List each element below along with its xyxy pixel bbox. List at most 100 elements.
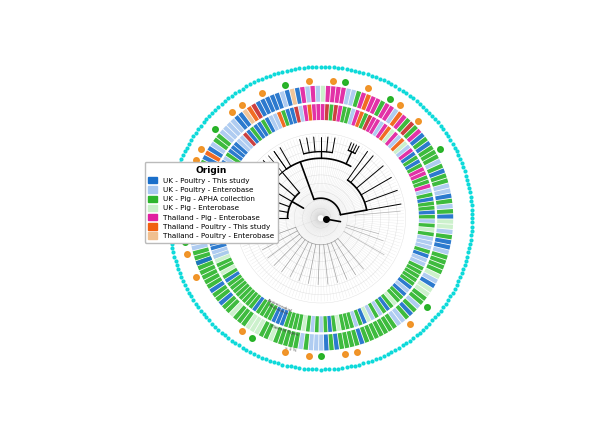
Polygon shape (433, 183, 449, 191)
Polygon shape (208, 197, 224, 203)
Polygon shape (191, 243, 208, 251)
Polygon shape (240, 135, 253, 149)
Polygon shape (210, 142, 226, 154)
Polygon shape (268, 325, 278, 341)
Polygon shape (354, 309, 362, 326)
Polygon shape (432, 178, 448, 187)
Polygon shape (321, 104, 325, 120)
Polygon shape (355, 111, 364, 127)
Polygon shape (284, 90, 293, 106)
Polygon shape (206, 277, 223, 289)
Polygon shape (340, 106, 347, 123)
Polygon shape (338, 333, 344, 349)
Polygon shape (207, 216, 223, 219)
Polygon shape (368, 323, 379, 339)
Polygon shape (424, 268, 440, 279)
Polygon shape (416, 192, 433, 199)
Polygon shape (250, 316, 262, 332)
Polygon shape (190, 234, 206, 240)
Polygon shape (188, 210, 205, 215)
Polygon shape (325, 86, 331, 102)
Polygon shape (437, 224, 453, 229)
Polygon shape (281, 110, 290, 126)
Polygon shape (290, 108, 297, 124)
Polygon shape (288, 312, 296, 328)
Polygon shape (417, 197, 434, 203)
Polygon shape (339, 87, 346, 104)
Polygon shape (413, 250, 429, 258)
Polygon shape (344, 107, 351, 124)
Polygon shape (414, 246, 430, 254)
Polygon shape (419, 223, 435, 228)
Polygon shape (245, 292, 258, 306)
Polygon shape (325, 104, 329, 120)
Polygon shape (435, 194, 452, 200)
Polygon shape (437, 214, 453, 219)
Polygon shape (380, 316, 392, 332)
Polygon shape (351, 330, 359, 346)
Polygon shape (227, 274, 242, 286)
Polygon shape (265, 96, 275, 113)
Polygon shape (339, 314, 346, 330)
Polygon shape (392, 308, 405, 323)
Polygon shape (362, 114, 372, 130)
Polygon shape (297, 314, 304, 330)
Polygon shape (277, 111, 286, 127)
Polygon shape (421, 150, 436, 161)
Polygon shape (226, 152, 241, 164)
Polygon shape (391, 138, 404, 152)
Polygon shape (347, 108, 356, 125)
Polygon shape (283, 330, 291, 346)
Polygon shape (188, 220, 205, 225)
Polygon shape (188, 215, 205, 219)
Polygon shape (213, 250, 229, 259)
Polygon shape (397, 118, 410, 133)
Polygon shape (188, 225, 205, 230)
Polygon shape (233, 305, 247, 320)
Polygon shape (378, 296, 390, 311)
Polygon shape (305, 86, 311, 102)
Polygon shape (278, 328, 287, 345)
Polygon shape (316, 104, 320, 120)
Polygon shape (388, 135, 401, 149)
Polygon shape (209, 281, 225, 293)
Polygon shape (335, 87, 341, 103)
Polygon shape (426, 264, 442, 274)
Polygon shape (324, 334, 329, 350)
Polygon shape (415, 184, 431, 192)
Polygon shape (247, 106, 259, 121)
Polygon shape (233, 280, 247, 293)
Polygon shape (405, 159, 421, 170)
Polygon shape (415, 188, 432, 195)
Polygon shape (213, 137, 229, 150)
Polygon shape (428, 260, 445, 270)
Polygon shape (323, 316, 328, 332)
Polygon shape (225, 271, 240, 283)
Polygon shape (356, 328, 364, 345)
Polygon shape (238, 112, 251, 127)
Polygon shape (315, 316, 319, 332)
Polygon shape (245, 314, 257, 330)
Polygon shape (212, 285, 227, 298)
Polygon shape (247, 129, 259, 144)
Polygon shape (241, 311, 254, 327)
Polygon shape (259, 321, 270, 337)
Polygon shape (385, 314, 397, 329)
Polygon shape (428, 168, 445, 178)
Polygon shape (347, 331, 355, 347)
Polygon shape (358, 308, 367, 324)
Polygon shape (298, 333, 305, 349)
Polygon shape (219, 164, 235, 174)
Polygon shape (409, 167, 424, 177)
Polygon shape (401, 152, 416, 164)
Polygon shape (434, 188, 451, 196)
Polygon shape (385, 132, 398, 146)
Polygon shape (242, 109, 255, 124)
Polygon shape (433, 247, 449, 255)
Polygon shape (196, 169, 212, 179)
Polygon shape (263, 323, 274, 339)
Polygon shape (415, 141, 431, 153)
Polygon shape (336, 105, 343, 122)
Polygon shape (211, 184, 227, 192)
Polygon shape (411, 253, 427, 262)
